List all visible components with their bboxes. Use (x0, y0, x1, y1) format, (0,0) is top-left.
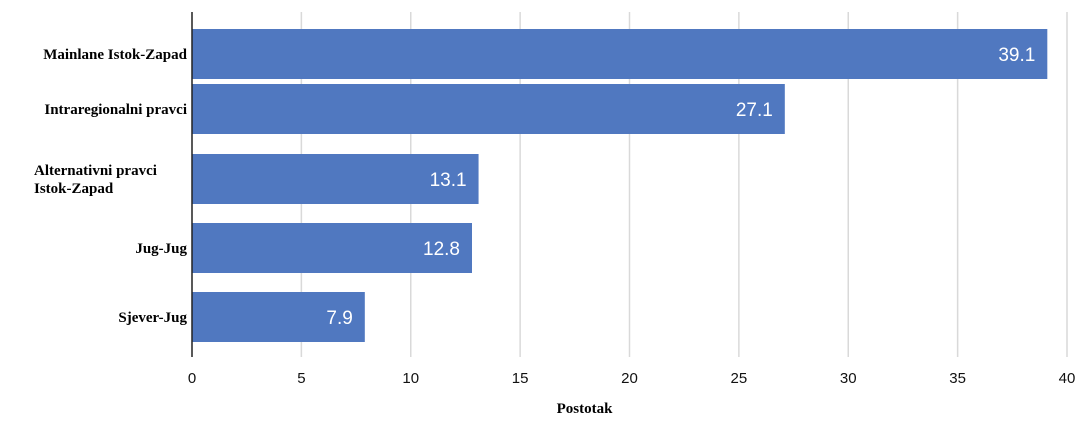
bar (192, 292, 365, 342)
bar (192, 154, 479, 204)
category-label: Alternativni pravci Istok-Zapad (34, 163, 157, 197)
category-label: Mainlane Istok-Zapad (43, 47, 187, 63)
bar-value-label: 39.1 (998, 45, 1035, 66)
bar-value-label: 12.8 (423, 239, 460, 260)
category-labels: Mainlane Istok-Zapad Intraregionalni prav… (34, 47, 188, 326)
category-label-line: Alternativni pravci (34, 163, 157, 179)
x-axis-title: Postotak (557, 401, 613, 417)
bar-value-label: 27.1 (736, 100, 773, 121)
value-labels: 39.1 27.1 13.1 12.8 7.9 (326, 45, 1035, 329)
bar-value-label: 13.1 (430, 170, 467, 191)
category-label: Sjever-Jug (118, 310, 187, 326)
bar (192, 84, 785, 134)
x-tick-label: 35 (949, 370, 966, 387)
x-tick-labels: 0 5 10 15 20 25 30 35 40 (188, 370, 1076, 387)
category-label: Jug-Jug (135, 241, 187, 257)
category-label-line: Istok-Zapad (34, 181, 114, 197)
bars (192, 29, 1048, 342)
x-tick-label: 0 (188, 370, 196, 387)
bar-value-label: 7.9 (326, 308, 352, 329)
x-tick-label: 25 (731, 370, 748, 387)
x-tick-label: 40 (1059, 370, 1076, 387)
x-tick-label: 10 (402, 370, 419, 387)
x-tick-label: 20 (621, 370, 638, 387)
x-tick-label: 15 (512, 370, 529, 387)
bar (192, 223, 472, 273)
x-tick-label: 30 (840, 370, 857, 387)
bar (192, 29, 1048, 79)
x-tick-label: 5 (297, 370, 305, 387)
category-label: Intraregionalni pravci (44, 102, 187, 118)
